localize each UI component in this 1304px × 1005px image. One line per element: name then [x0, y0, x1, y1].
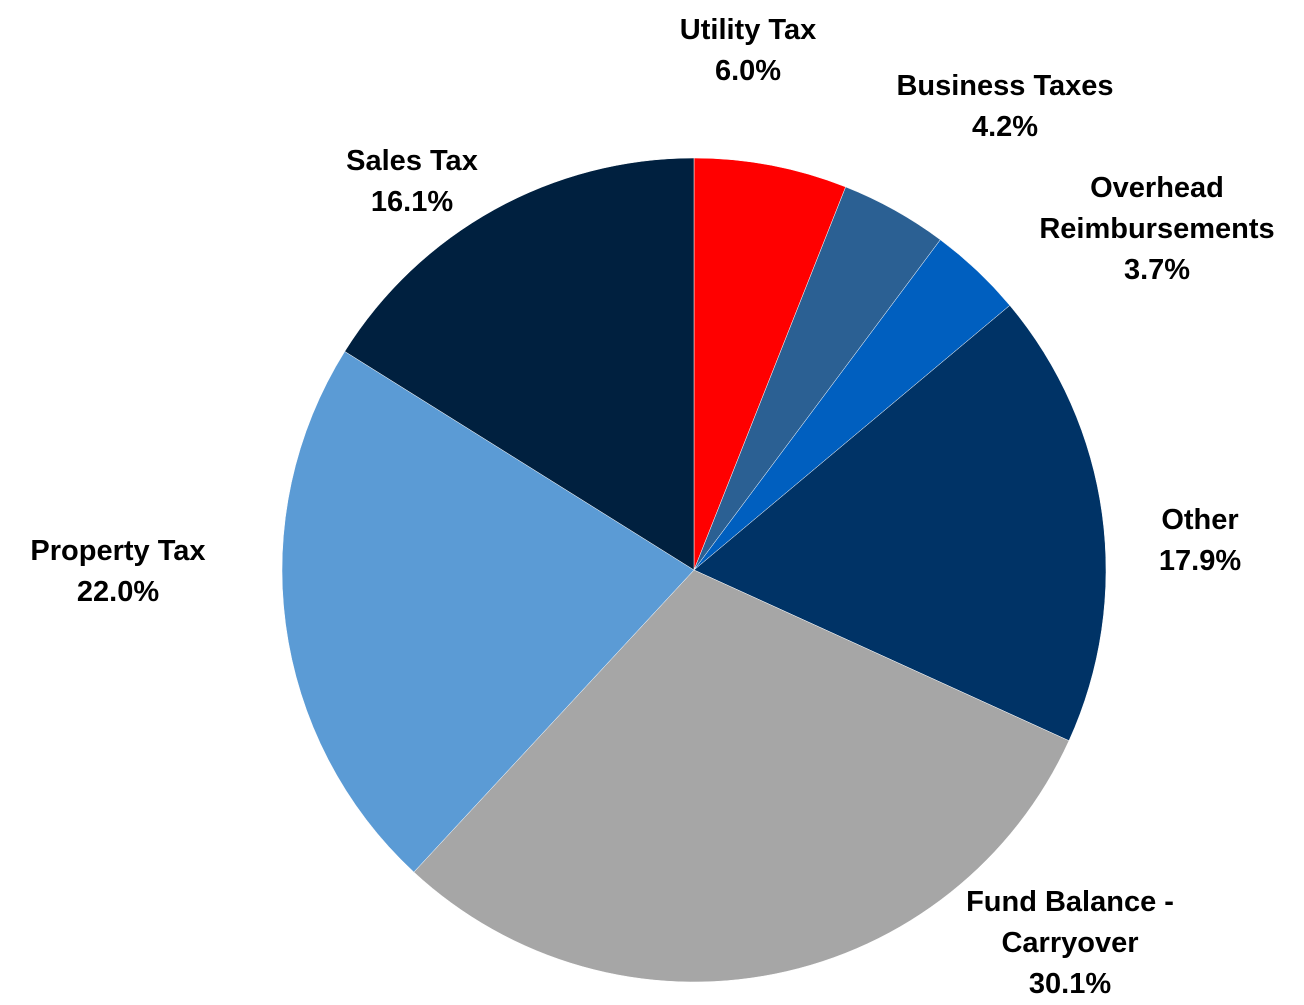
category-label: Business Taxes: [896, 70, 1114, 102]
pie-slice: [344, 157, 695, 571]
slice-label: Other 17.9%: [1050, 500, 1304, 582]
value-label: 30.1%: [1028, 968, 1112, 1000]
value-label: 4.2%: [971, 111, 1039, 143]
pie-slice: [281, 351, 695, 873]
value-label: 16.1%: [370, 186, 454, 218]
slice-label: Property Tax 22.0%: [0, 531, 318, 613]
slice-label: Sales Tax 16.1%: [212, 141, 612, 223]
category-label: Other: [1161, 504, 1239, 536]
value-label: 17.9%: [1158, 545, 1242, 577]
value-label: 3.7%: [1123, 254, 1191, 286]
slice-label: Overhead Reimbursements 3.7%: [1007, 168, 1304, 291]
pie-slice: [693, 157, 846, 571]
category-label: Fund Balance - Carryover: [966, 886, 1174, 959]
category-label: Sales Tax: [346, 145, 478, 177]
category-label: Utility Tax: [679, 14, 817, 46]
slice-label: Business Taxes 4.2%: [805, 66, 1205, 148]
slice-label: Fund Balance - Carryover 30.1%: [930, 882, 1210, 1005]
pie-slice: [693, 305, 1107, 742]
pie-slice: [413, 569, 1070, 983]
value-label: 22.0%: [76, 576, 160, 608]
category-label: Overhead Reimbursements: [1039, 172, 1275, 245]
value-label: 6.0%: [714, 55, 782, 87]
category-label: Property Tax: [30, 535, 206, 567]
slice-label: Utility Tax 6.0%: [548, 10, 948, 92]
